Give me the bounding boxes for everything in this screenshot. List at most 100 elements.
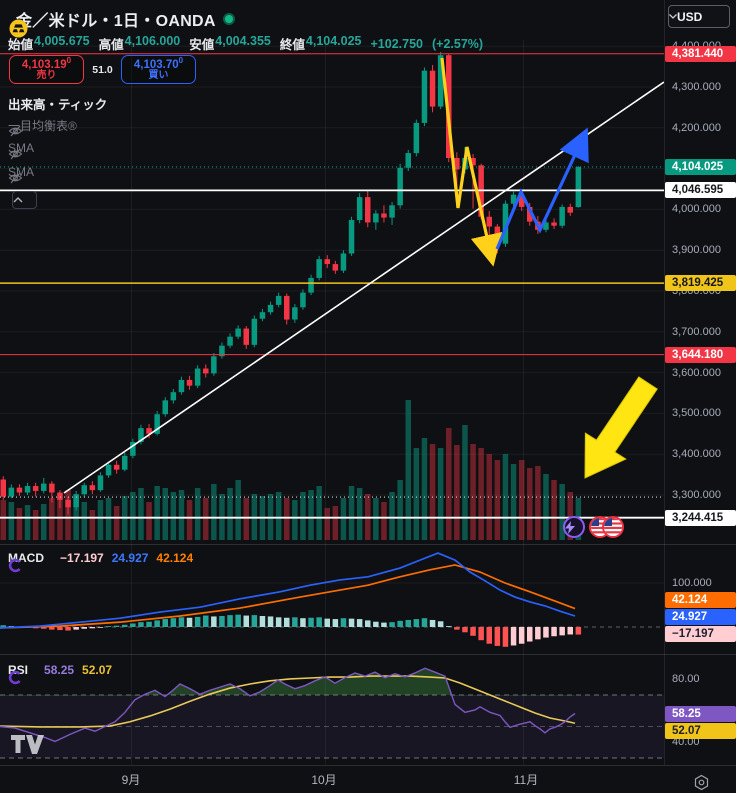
candle-body bbox=[0, 479, 6, 497]
candle-body bbox=[348, 220, 355, 254]
price-tick-label: 3,700.000 bbox=[672, 325, 721, 338]
candle-body bbox=[57, 492, 63, 500]
month-label: 11月 bbox=[513, 773, 539, 787]
sell-price-sup: 0 bbox=[66, 56, 72, 66]
candle-body bbox=[267, 304, 274, 313]
candle-body bbox=[356, 197, 363, 221]
volume-bar bbox=[138, 488, 144, 540]
rsi-overbought-fill bbox=[0, 668, 575, 696]
candle-body bbox=[421, 70, 428, 123]
us-flag-event-icon[interactable] bbox=[602, 516, 624, 538]
macd-hist-bar bbox=[170, 618, 177, 627]
rsi-value: 58.25 bbox=[44, 663, 75, 677]
macd-line bbox=[0, 552, 576, 629]
macd-hist-bar bbox=[186, 617, 193, 627]
macd-hist-bar bbox=[478, 627, 484, 641]
price-badge: 4,046.595 bbox=[665, 182, 736, 199]
candle-body bbox=[332, 264, 339, 271]
volume-bar bbox=[203, 498, 209, 540]
lightning-event-icon[interactable] bbox=[563, 516, 585, 538]
volume-bar bbox=[478, 448, 484, 540]
candle-body bbox=[284, 295, 290, 320]
candle-body bbox=[122, 455, 128, 470]
macd-hist-bar bbox=[527, 627, 533, 642]
panel-separator-macd bbox=[0, 544, 736, 545]
symbol-title[interactable]: 金／米ドル・1日・OANDA bbox=[16, 13, 216, 30]
macd-hist-bar bbox=[308, 617, 314, 627]
macd-tick-label: 100.000 bbox=[672, 577, 712, 589]
volume-bar bbox=[397, 480, 403, 540]
candle-body bbox=[275, 295, 282, 305]
buy-button[interactable]: 4,103.700 買い bbox=[121, 55, 196, 84]
macd-hist-bar bbox=[421, 618, 428, 627]
market-status-icon[interactable] bbox=[222, 13, 235, 25]
volume-bar bbox=[0, 500, 6, 540]
volume-bar bbox=[510, 464, 517, 540]
volume-legend-label[interactable]: 出来高・ティック bbox=[8, 97, 108, 112]
collapse-legend-button[interactable] bbox=[12, 191, 37, 209]
candle-body bbox=[429, 70, 436, 107]
macd-hist-bar bbox=[559, 627, 565, 636]
volume-bar bbox=[130, 492, 136, 540]
trendline bbox=[63, 81, 664, 494]
ichimoku-legend-label[interactable]: 一目均衡表® bbox=[8, 118, 77, 133]
macd-hist-bar bbox=[551, 627, 557, 637]
volume-bar bbox=[518, 460, 525, 540]
low-label: 安値 bbox=[189, 38, 215, 52]
macd-hist-bar bbox=[57, 627, 63, 631]
candle-body bbox=[73, 494, 79, 508]
volume-bar bbox=[81, 502, 87, 540]
price-badge: 3,819.425 bbox=[665, 275, 736, 292]
macd-signal-line bbox=[0, 564, 576, 629]
close-label: 終値 bbox=[279, 38, 305, 52]
volume-bar bbox=[178, 490, 185, 540]
currency-selector[interactable]: USD bbox=[668, 5, 730, 28]
candle-body bbox=[365, 197, 371, 223]
macd-hist-bar bbox=[365, 620, 371, 627]
macd-hist-bar bbox=[284, 617, 290, 627]
candle-body bbox=[170, 392, 177, 401]
volume-bar bbox=[89, 510, 96, 540]
rsi-panel-chart[interactable] bbox=[0, 655, 664, 765]
macd-hist-bar bbox=[154, 620, 160, 627]
ohlc-readout: 始値 4,005.675 高値 4,106.000 安値 4,004.355 終値 4,… bbox=[8, 34, 483, 53]
chevron-down-icon bbox=[669, 14, 677, 19]
symbol-header[interactable]: 金／米ドル・1日・OANDA bbox=[9, 6, 235, 38]
macd-legend-row: MACD −17.197 24.927 42.124 bbox=[8, 551, 193, 573]
macd-hist-bar bbox=[324, 618, 330, 627]
macd-hist-bar bbox=[454, 627, 460, 630]
macd-hist-bar bbox=[113, 625, 120, 627]
candle-body bbox=[567, 206, 573, 213]
big-yellow-arrow-annotation bbox=[584, 376, 658, 479]
volume-bar bbox=[373, 498, 379, 540]
candle-body bbox=[162, 400, 168, 415]
macd-hist-bar bbox=[292, 617, 298, 627]
volume-bar bbox=[24, 505, 31, 540]
macd-hist-bar bbox=[41, 627, 47, 629]
candle-body bbox=[316, 259, 322, 278]
volume-bar bbox=[275, 492, 282, 540]
macd-hist-bar bbox=[462, 627, 468, 633]
candle-body bbox=[227, 336, 233, 346]
macd-hist-bar bbox=[275, 617, 282, 627]
rsi-tick-label: 80.00 bbox=[672, 673, 700, 685]
change-value: +102.750 bbox=[370, 36, 423, 51]
macd-hist-bar bbox=[235, 614, 241, 627]
price-tick-label: 3,600.000 bbox=[672, 366, 721, 379]
sell-button[interactable]: 4,103.190 売り bbox=[9, 55, 84, 84]
macd-panel-chart[interactable] bbox=[0, 545, 664, 655]
macd-hist-bar bbox=[518, 627, 525, 644]
candle-body bbox=[178, 379, 185, 393]
macd-hist-bar bbox=[178, 617, 185, 627]
volume-bar bbox=[170, 492, 177, 540]
volume-bar bbox=[454, 445, 460, 540]
volume-bar bbox=[211, 484, 217, 540]
close-value: 4,104.025 bbox=[305, 34, 362, 48]
macd-hist-bar bbox=[146, 621, 152, 627]
candle-body bbox=[130, 441, 136, 456]
candle-body bbox=[510, 194, 517, 204]
rsi-badge: 52.07 bbox=[665, 723, 736, 739]
candle-body bbox=[138, 428, 144, 442]
volume-bar bbox=[413, 448, 420, 540]
